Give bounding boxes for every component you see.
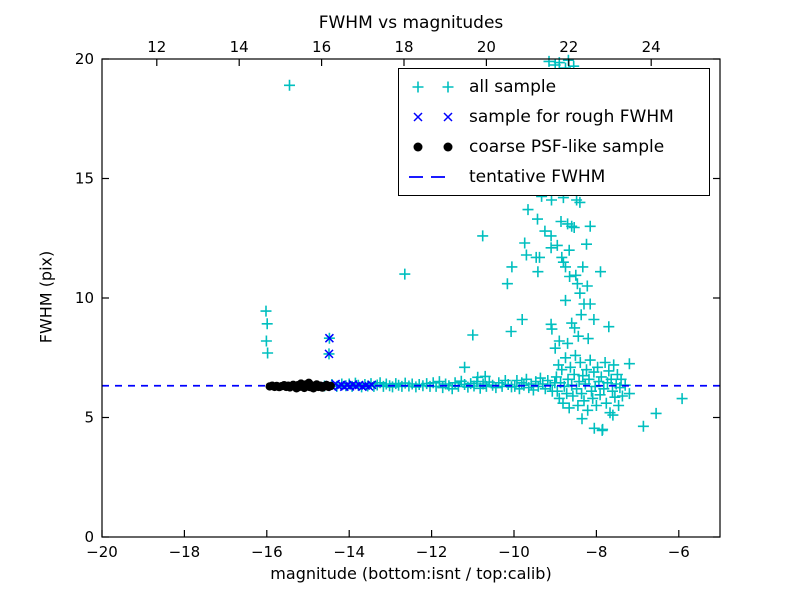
y-tick-label: 5: [84, 409, 94, 427]
x-tick-label-bottom: −6: [668, 543, 690, 561]
x-tick-label-top: 20: [477, 38, 496, 56]
x-tick-label-top: 18: [394, 38, 413, 56]
legend-label: tentative FWHM: [469, 167, 606, 187]
x-tick-label-bottom: −18: [169, 543, 201, 561]
dot-marker-icon: [405, 137, 461, 157]
legend-label: all sample: [469, 77, 557, 97]
legend-item-tentative-fwhm: tentative FWHM: [399, 167, 709, 187]
x-tick-label-top: 24: [642, 38, 661, 56]
plus-marker-icon: [405, 77, 461, 97]
x-tick-label-top: 12: [147, 38, 166, 56]
x-tick-label-bottom: −16: [251, 543, 283, 561]
x-tick-label-bottom: −10: [498, 543, 530, 561]
x-tick-label-bottom: −8: [585, 543, 607, 561]
x-marker-icon: [405, 107, 461, 127]
y-tick-label: 10: [75, 289, 94, 307]
y-tick-label: 15: [75, 170, 94, 188]
x-tick-label-bottom: −12: [416, 543, 448, 561]
legend-item-rough-fwhm: sample for rough FWHM: [399, 107, 709, 127]
legend-label: coarse PSF-like sample: [469, 137, 665, 157]
x-tick-label-top: 22: [559, 38, 578, 56]
dashed-line-icon: [405, 167, 461, 187]
y-tick-label: 20: [75, 50, 94, 68]
x-tick-label-top: 14: [230, 38, 249, 56]
x-tick-label-bottom: −20: [86, 543, 118, 561]
legend-label: sample for rough FWHM: [469, 107, 674, 127]
y-tick-label: 0: [84, 528, 94, 546]
x-tick-label-top: 16: [312, 38, 331, 56]
x-axis-label: magnitude (bottom:isnt / top:calib): [270, 564, 552, 583]
legend-item-all-sample: all sample: [399, 77, 709, 97]
legend-item-coarse-psf: coarse PSF-like sample: [399, 137, 709, 157]
legend: all sample sample for rough FWHM coarse …: [398, 68, 710, 196]
chart-title: FWHM vs magnitudes: [318, 13, 504, 33]
x-tick-label-bottom: −14: [333, 543, 365, 561]
coarse-psf-points: [265, 378, 335, 393]
y-axis-label: FWHM (pix): [36, 250, 56, 344]
